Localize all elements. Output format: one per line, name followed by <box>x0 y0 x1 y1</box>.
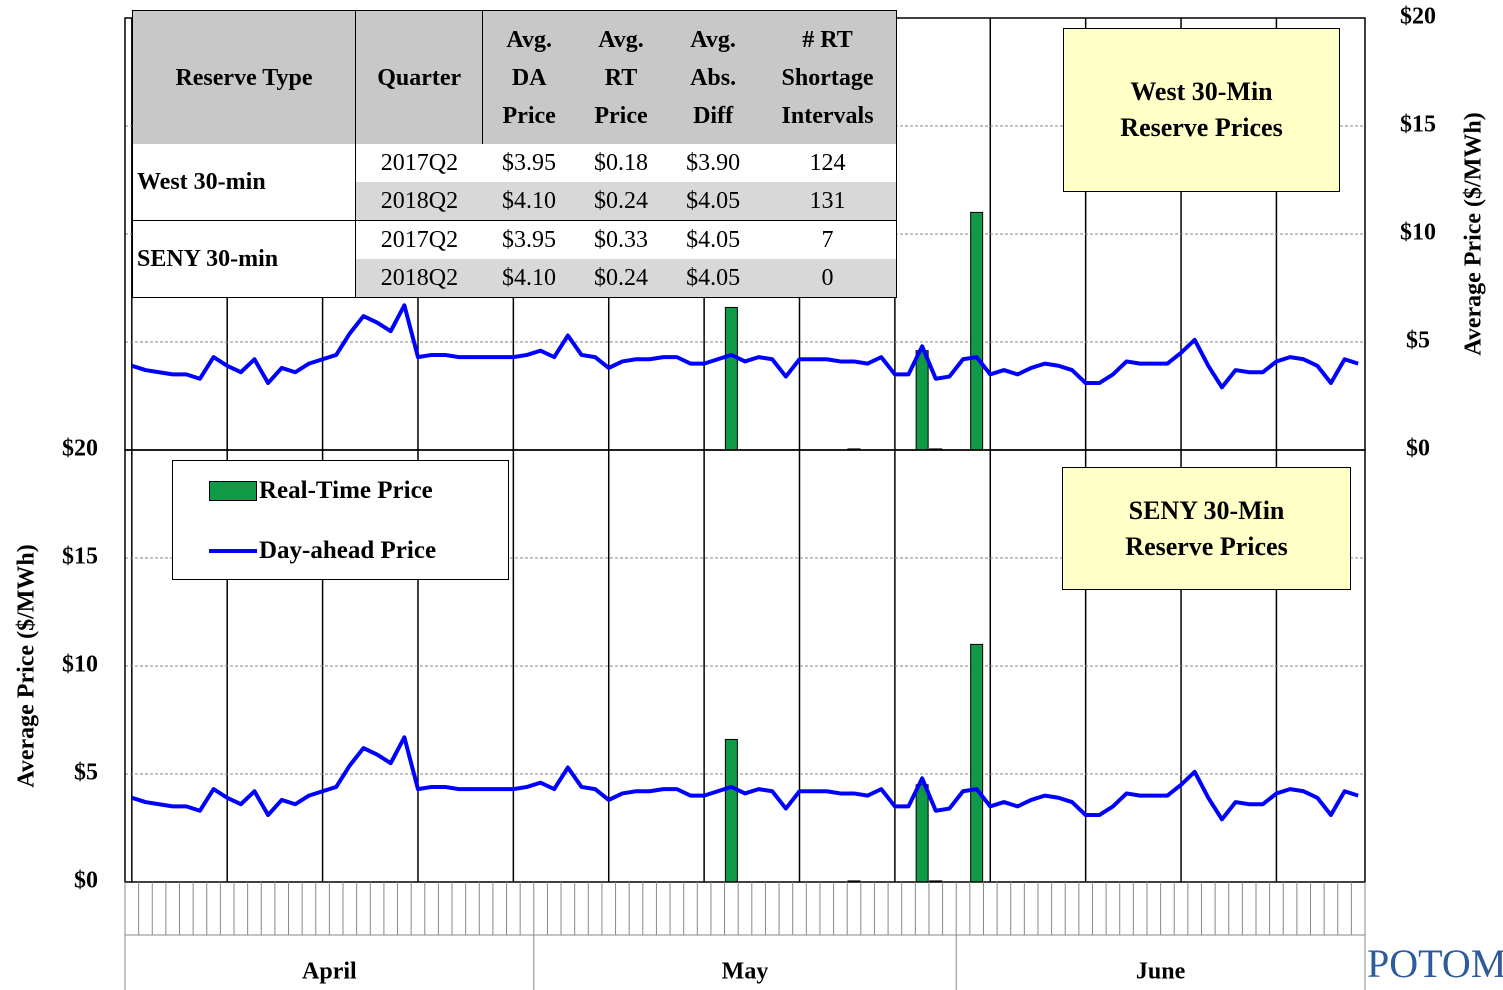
y-tick-label: $10 <box>1400 220 1436 246</box>
table-header-cell: Reserve Type <box>132 10 356 144</box>
table-cell: $4.05 <box>686 226 741 253</box>
panel-title: West 30-Min Reserve Prices <box>1063 28 1340 192</box>
header-line: RT <box>604 64 638 91</box>
table-cell: 124 <box>809 149 846 176</box>
table-cell: 131 <box>759 182 897 221</box>
y-tick-label: $20 <box>1400 4 1436 30</box>
header-line: Intervals <box>781 102 874 129</box>
header-line: Reserve Type <box>175 64 313 91</box>
y-axis-label: Average Price ($/MWh) <box>1461 112 1487 355</box>
table-header-cell: Avg. Abs. Diff <box>667 10 760 144</box>
y-tick-label: $0 <box>1406 436 1430 462</box>
bar <box>970 643 984 883</box>
table-cell: 0 <box>759 259 897 298</box>
table-cell: $0.33 <box>594 226 649 253</box>
month-label: April <box>302 959 357 985</box>
table-cell: $4.10 <box>482 259 575 298</box>
table-cell: $3.95 <box>501 149 556 176</box>
bar <box>915 784 929 883</box>
header-line: Price <box>502 102 556 129</box>
month-label: June <box>1136 959 1186 985</box>
legend-label: Day-ahead Price <box>259 537 437 564</box>
table-cell: $3.95 <box>501 226 556 253</box>
bar <box>724 306 738 451</box>
legend-swatch <box>209 549 257 553</box>
y-tick-label: $15 <box>62 544 98 570</box>
month-label: May <box>722 959 769 985</box>
header-line: Avg. <box>506 26 552 53</box>
table-cell: 2018Q2 <box>355 182 483 221</box>
header-line: Avg. <box>690 26 736 53</box>
logo: POTOMAC <box>1367 941 1503 986</box>
table-cell: $0.24 <box>574 182 668 221</box>
bar <box>724 738 738 883</box>
legend-label: Real-Time Price <box>259 477 433 504</box>
legend-entry: Real-Time Price <box>209 476 433 506</box>
group-label: West 30-min <box>132 144 356 221</box>
header-line: Shortage <box>781 64 874 91</box>
table-cell: 2018Q2 <box>355 259 483 298</box>
header-line: Price <box>594 102 648 129</box>
table-header-cell: # RT Shortage Intervals <box>759 10 897 144</box>
legend-swatch <box>209 481 257 501</box>
header-line: Diff <box>693 102 734 129</box>
table-cell: 2017Q2 <box>380 226 459 253</box>
table-cell: $4.05 <box>667 182 760 221</box>
header-line: Avg. <box>598 26 644 53</box>
header-line: DA <box>511 64 547 91</box>
header-line: Abs. <box>690 64 737 91</box>
table-cell: 2017Q2 <box>380 149 459 176</box>
table-cell: $0.24 <box>574 259 668 298</box>
group-label: SENY 30-min <box>132 220 356 298</box>
plot-frame <box>124 449 1366 883</box>
panel-title: SENY 30-Min Reserve Prices <box>1062 467 1351 590</box>
table-cell: $4.10 <box>482 182 575 221</box>
table-row: West 30-min 2017Q2 $3.95 $0.18 $3.90 124 <box>132 144 897 221</box>
table-row: SENY 30-min 2017Q2 $3.95 $0.33 $4.05 7 <box>132 220 897 298</box>
y-tick-label: $0 <box>74 868 98 894</box>
table-row: 2018Q2 $4.10 $0.24 $4.05 131 <box>133 182 897 221</box>
table-cell: $3.90 <box>686 149 741 176</box>
table-cell: $4.05 <box>667 259 760 298</box>
table-header-cell: Quarter <box>355 10 484 144</box>
table-header-cell: Avg. DA Price <box>482 10 575 144</box>
table-cell: 7 <box>821 226 834 253</box>
table-header-cell: Avg. RT Price <box>574 10 668 144</box>
y-tick-label: $20 <box>62 436 98 462</box>
y-tick-label: $5 <box>1406 328 1430 354</box>
line-series <box>131 735 1359 822</box>
summary-table: Reserve Type Quarter Avg. DA Price Avg. RT Pric… <box>132 10 897 298</box>
bar <box>915 350 929 451</box>
y-tick-label: $15 <box>1400 112 1436 138</box>
table-cell: $0.18 <box>594 149 649 176</box>
legend: Real-Time Price Day-ahead Price <box>172 460 509 580</box>
line-series <box>131 303 1359 390</box>
y-tick-label: $5 <box>74 760 98 786</box>
y-axis-label: Average Price ($/MWh) <box>14 544 40 787</box>
bar <box>970 211 984 451</box>
header-line: # RT <box>802 26 853 53</box>
legend-entry: Day-ahead Price <box>209 536 436 566</box>
y-tick-label: $10 <box>62 652 98 678</box>
header-line: Quarter <box>377 64 462 91</box>
table-row: 2018Q2 $4.10 $0.24 $4.05 0 <box>133 259 897 298</box>
table-header-row: Reserve Type Quarter Avg. DA Price Avg. RT Pric… <box>132 10 897 144</box>
